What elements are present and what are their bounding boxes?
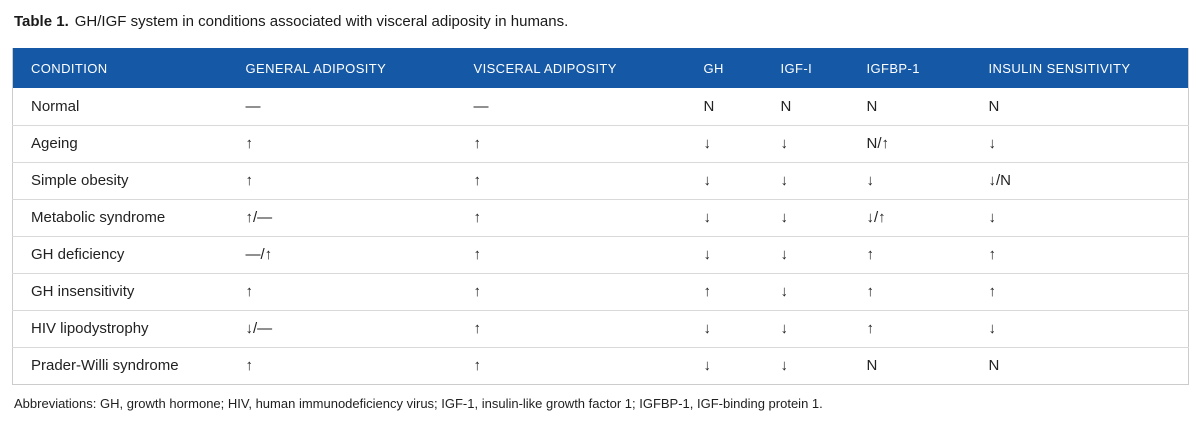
condition-cell: Prader-Willi syndrome [12, 346, 228, 384]
value-cell: N [848, 346, 971, 384]
column-header-general-adiposity: GENERAL ADIPOSITY [245, 60, 387, 76]
column-header-igfbp-1: IGFBP-1 [866, 60, 920, 76]
table-row: HIV lipodystrophy ↓/— ↑ ↓ ↓ ↑ ↓ [12, 309, 1189, 347]
table-row: GH deficiency —/↑ ↑ ↓ ↓ ↑ ↑ [12, 235, 1189, 273]
table-row: Prader-Willi syndrome ↑ ↑ ↓ ↓ N N [12, 346, 1189, 384]
value-cell: ↓ [685, 124, 763, 162]
value-cell: ↓ [685, 161, 763, 199]
value-cell: ↑ [455, 272, 686, 310]
value-cell: ↑ [227, 272, 456, 310]
value-cell: ↑ [848, 272, 971, 310]
value-cell: ↓ [762, 235, 849, 273]
value-cell: ↑ [227, 346, 456, 384]
condition-cell: Normal [12, 88, 228, 125]
column-header-gh: GH [703, 60, 724, 76]
table-row: Normal — — N N N N [12, 88, 1189, 125]
value-cell: ↑ [227, 124, 456, 162]
header-row: CONDITION GENERAL ADIPOSITY VISCERAL ADI… [12, 48, 1189, 88]
value-cell: N [970, 88, 1189, 125]
condition-cell: Simple obesity [12, 161, 228, 199]
condition-cell: Metabolic syndrome [12, 198, 228, 236]
table-row: Simple obesity ↑ ↑ ↓ ↓ ↓ ↓/N [12, 161, 1189, 199]
condition-cell: GH insensitivity [12, 272, 228, 310]
value-cell: ↑ [227, 161, 456, 199]
table-row: Metabolic syndrome ↑/— ↑ ↓ ↓ ↓/↑ ↓ [12, 198, 1189, 236]
value-cell: ↑ [455, 346, 686, 384]
value-cell: N/↑ [848, 124, 971, 162]
value-cell: N [685, 88, 763, 125]
value-cell: — [455, 88, 686, 125]
value-cell: ↓ [762, 198, 849, 236]
value-cell: ↓ [848, 161, 971, 199]
table-body: Normal — — N N N N Ageing ↑ ↑ ↓ ↓ N/↑ ↓ Simple obesity… [12, 88, 1189, 384]
column-header-condition: CONDITION [31, 60, 108, 76]
value-cell: ↓ [762, 124, 849, 162]
value-cell: N [762, 88, 849, 125]
value-cell: N [970, 346, 1189, 384]
table-footnote: Abbreviations: GH, growth hormone; HIV, … [14, 395, 823, 411]
value-cell: ↓ [685, 346, 763, 384]
value-cell: ↓/N [970, 161, 1189, 199]
table-row: Ageing ↑ ↑ ↓ ↓ N/↑ ↓ [12, 124, 1189, 162]
value-cell: ↑ [455, 309, 686, 347]
ghigf-table: CONDITION GENERAL ADIPOSITY VISCERAL ADI… [12, 48, 1189, 385]
value-cell: ↓/↑ [848, 198, 971, 236]
value-cell: —/↑ [227, 235, 456, 273]
value-cell: — [227, 88, 456, 125]
value-cell: ↑ [970, 235, 1189, 273]
value-cell: ↑/— [227, 198, 456, 236]
value-cell: ↑ [455, 161, 686, 199]
condition-cell: HIV lipodystrophy [12, 309, 228, 347]
value-cell: ↓ [685, 235, 763, 273]
condition-cell: Ageing [12, 124, 228, 162]
value-cell: ↑ [455, 198, 686, 236]
value-cell: ↓ [685, 198, 763, 236]
value-cell: ↑ [685, 272, 763, 310]
value-cell: ↓ [970, 124, 1189, 162]
value-cell: ↓ [762, 346, 849, 384]
value-cell: ↑ [455, 235, 686, 273]
column-header-insulin-sensitivity: INSULIN SENSITIVITY [988, 60, 1131, 76]
condition-cell: GH deficiency [12, 235, 228, 273]
table-caption: Table 1. GH/IGF system in conditions asso… [12, 12, 1188, 32]
value-cell: ↓ [762, 161, 849, 199]
value-cell: ↓/— [227, 309, 456, 347]
value-cell: ↓ [970, 309, 1189, 347]
value-cell: ↓ [762, 309, 849, 347]
value-cell: ↓ [762, 272, 849, 310]
table-caption-text: GH/IGF system in conditions associated w… [74, 13, 569, 30]
column-header-igf-i: IGF-I [780, 60, 813, 76]
value-cell: ↓ [970, 198, 1189, 236]
value-cell: ↑ [970, 272, 1189, 310]
table-row: GH insensitivity ↑ ↑ ↑ ↓ ↑ ↑ [12, 272, 1189, 310]
value-cell: ↓ [685, 309, 763, 347]
table-caption-label: Table 1. [14, 13, 69, 30]
column-header-visceral-adiposity: VISCERAL ADIPOSITY [473, 60, 617, 76]
value-cell: N [848, 88, 971, 125]
value-cell: ↑ [848, 309, 971, 347]
value-cell: ↑ [848, 235, 971, 273]
value-cell: ↑ [455, 124, 686, 162]
